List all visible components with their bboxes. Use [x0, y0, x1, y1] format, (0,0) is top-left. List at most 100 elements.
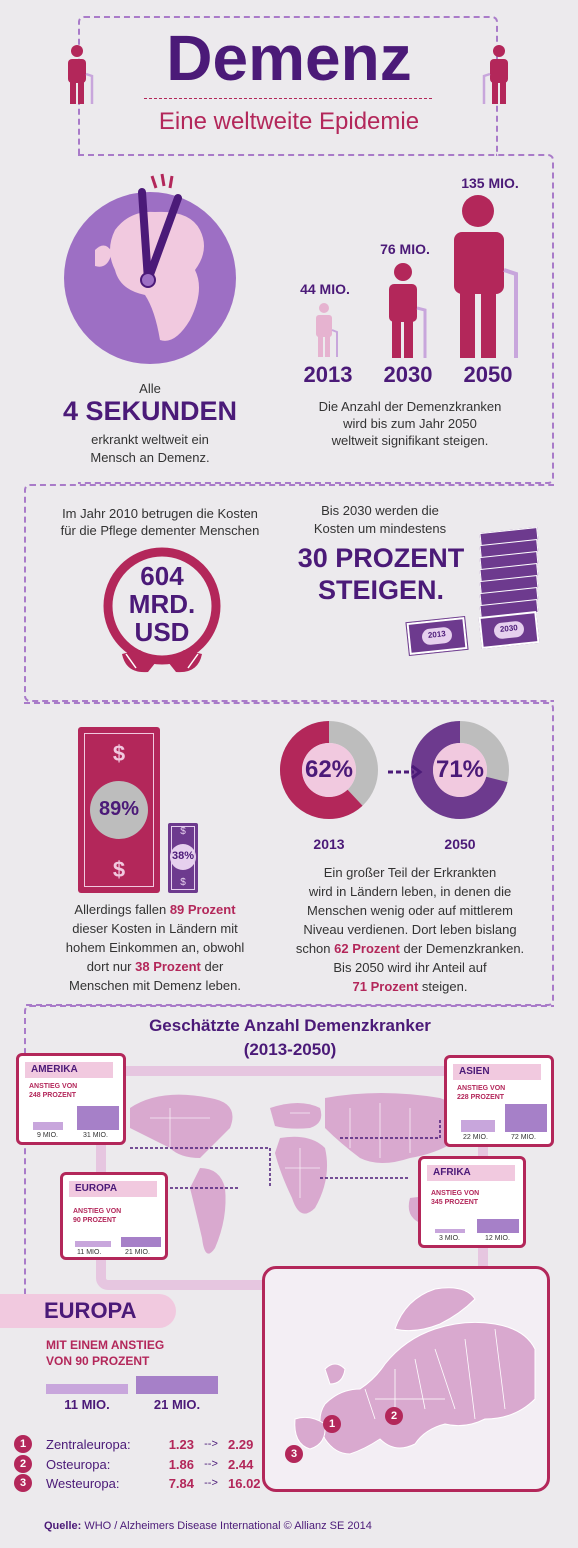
region-america-name: AMERIKA [25, 1062, 113, 1078]
page-title: Demenz [166, 22, 412, 94]
rise-big-1: 30 PROZENT [297, 543, 465, 573]
bill-38-label: 38% [171, 850, 195, 862]
clock-caption-big: 4 SEKUNDEN [62, 396, 238, 426]
donut-2050-label: 71% [435, 756, 485, 783]
region-africa-from: 3 MIO. [439, 1235, 461, 1242]
bill-89-icon: $ $ [78, 727, 160, 893]
region-asia-bar-to [505, 1104, 547, 1132]
region-europe-bar-to [121, 1237, 161, 1247]
europe-detail-to: 21 MIO. [153, 1397, 201, 1412]
right-text-line-2: wird in Ländern leben, in denen die [308, 884, 512, 899]
europe-map [294, 1287, 536, 1455]
region-box-europe: EUROPA ANSTIEG VON 90 PROZENT 11 MIO. 21… [60, 1172, 168, 1260]
europe-map-box: 1 2 3 [262, 1266, 550, 1492]
section4-frame [24, 1005, 554, 1305]
region-africa-to: 12 MIO. [485, 1235, 510, 1242]
region-asia-bar-from [461, 1120, 495, 1132]
region-africa-name: AFRIKA [427, 1165, 515, 1181]
person-small-icon [316, 303, 338, 357]
right-text-line-3: Menschen wenig oder auf mittlerem [307, 903, 513, 918]
source-label: Quelle: [44, 1520, 82, 1532]
left-text-line-2: dieser Kosten in Ländern mit [72, 921, 238, 936]
legend-name-central: Zentraleuropa: [46, 1436, 131, 1452]
figures-caption-2: wird bis zum Jahr 2050 [343, 416, 477, 431]
figures-caption-3: weltweit signifikant steigen. [331, 433, 489, 448]
europe-detail-bar-to [136, 1376, 218, 1394]
region-africa-bar-from [435, 1229, 465, 1233]
region-america-rise-2: 248 PROZENT [29, 1092, 77, 1099]
region-box-asia: ASIEN ANSTIEG VON 228 PROZENT 22 MIO. 72… [444, 1055, 554, 1147]
legend-from-central: 1.23 [168, 1436, 194, 1452]
page-subtitle: Eine weltweite Epidemie [158, 108, 420, 135]
cost-text-1: Im Jahr 2010 betrugen die Kosten [62, 506, 258, 521]
donut-2013-year: 2013 [313, 836, 345, 852]
figure-2013-value: 44 MIO. [300, 281, 350, 297]
region-america-bar-from [33, 1122, 63, 1130]
person-large-icon [454, 195, 518, 358]
legend-name-west: Westeuropa: [46, 1475, 120, 1491]
region-box-america: AMERIKA ANSTIEG VON 248 PROZENT 9 MIO. 3… [16, 1053, 126, 1145]
region-europe-name: EUROPA [69, 1181, 157, 1197]
figure-2030-value: 76 MIO. [380, 241, 430, 257]
rise-big-2: STEIGEN. [317, 575, 445, 605]
cost-value-1: 604 [140, 561, 184, 591]
region-america-bar-to [77, 1106, 119, 1130]
right-text-line-4: Niveau verdienen. Dort leben bislang [303, 922, 517, 937]
bill-2013: 2013 [405, 615, 469, 657]
left-text-line-4: dort nur 38 Prozent der [86, 959, 224, 974]
region-africa-bar-to [477, 1219, 519, 1233]
right-text-line-1: Ein großer Teil der Erkrankten [323, 865, 497, 880]
region-america-from: 9 MIO. [37, 1132, 59, 1139]
bill-stack: 2030 [478, 527, 540, 650]
legend-marker-1: 1 [14, 1435, 32, 1453]
legend-to-west: 16.02 [228, 1475, 261, 1491]
map-title-2: (2013-2050) [243, 1040, 337, 1059]
figure-2050-value: 135 MIO. [461, 175, 519, 191]
region-europe-rise-1: ANSTIEG VON [73, 1208, 122, 1215]
europe-detail-title: EUROPA [44, 1298, 137, 1323]
donut-2050-year: 2050 [444, 836, 476, 852]
map-title-1: Geschätzte Anzahl Demenzkranker [149, 1016, 431, 1035]
legend-marker-3: 3 [14, 1474, 32, 1492]
legend-row-east: 2 Osteuropa: 1.86 --> 2.44 [14, 1454, 253, 1474]
legend-to-east: 2.44 [228, 1456, 254, 1472]
region-europe-rise-2: 90 PROZENT [73, 1217, 117, 1224]
region-africa-rise-2: 345 PROZENT [431, 1199, 479, 1206]
region-europe-bar-from [75, 1241, 111, 1247]
region-america-rise-1: ANSTIEG VON [29, 1083, 78, 1090]
region-europe-from: 11 MIO. [77, 1249, 102, 1256]
legend-marker-2: 2 [14, 1455, 32, 1473]
rise-text-1: Bis 2030 werden die [321, 503, 439, 518]
year-2013: 2013 [303, 362, 353, 387]
rise-text-2: Kosten um mindestens [313, 521, 447, 536]
region-box-africa: AFRIKA ANSTIEG VON 345 PROZENT 3 MIO. 12… [418, 1156, 526, 1248]
left-text-line-1: Allerdings fallen 89 Prozent [74, 902, 236, 917]
legend-name-east: Osteuropa: [46, 1456, 111, 1472]
cost-value-3: USD [134, 617, 190, 647]
europe-detail-bar-from [46, 1384, 128, 1394]
bill-38-icon: $ $ [168, 823, 198, 893]
legend-arrow-east: --> [204, 1458, 218, 1470]
source-note: Quelle: WHO / Alzheimers Disease Interna… [44, 1520, 372, 1532]
clock-caption-1: Alle [139, 381, 161, 396]
year-2050: 2050 [463, 362, 513, 387]
legend-to-central: 2.29 [228, 1436, 254, 1452]
region-asia-from: 22 MIO. [463, 1134, 488, 1141]
region-asia-rise-2: 228 PROZENT [457, 1094, 505, 1101]
cost-ring-hands-icon [103, 547, 221, 673]
region-asia-to: 72 MIO. [511, 1134, 536, 1141]
europe-detail-sub-1: MIT EINEM ANSTIEG [46, 1338, 165, 1352]
person-icon-left [68, 45, 94, 104]
cost-text-2: für die Pflege dementer Menschen [60, 523, 260, 538]
legend-from-west: 7.84 [168, 1475, 194, 1491]
europe-map-marker-2: 2 [385, 1407, 403, 1425]
source-text: WHO / Alzheimers Disease International ©… [81, 1520, 372, 1532]
region-asia-name: ASIEN [453, 1064, 541, 1080]
right-text-line-5: schon 62 Prozent der Demenzkranken. [295, 941, 525, 956]
region-europe-to: 21 MIO. [125, 1249, 150, 1256]
region-asia-rise-1: ANSTIEG VON [457, 1085, 506, 1092]
legend-arrow-central: --> [204, 1438, 218, 1450]
clock-caption-2: erkrankt weltweit ein [91, 432, 209, 447]
donut-2013-arc [280, 721, 363, 819]
left-text-line-3: hohem Einkommen an, obwohl [65, 940, 245, 955]
